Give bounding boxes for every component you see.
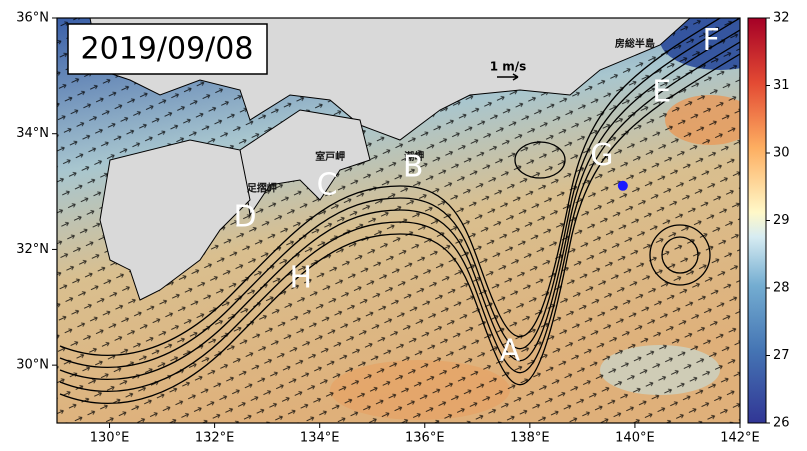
- plot-frame: [56, 17, 741, 424]
- observation-point: [617, 180, 628, 191]
- region-label: H: [289, 260, 312, 295]
- vector-scale-label: 1 m/s: [490, 60, 527, 74]
- colorbar-tick-label: 32: [773, 11, 790, 26]
- region-label: F: [702, 23, 719, 58]
- colorbar-tick-label: 31: [773, 78, 790, 93]
- x-tick-label: 130°E: [90, 431, 130, 446]
- colorbar-tick-label: 27: [773, 348, 790, 363]
- region-label: A: [500, 333, 521, 368]
- x-tick-label: 138°E: [510, 431, 550, 446]
- y-tick-label: 36°N: [16, 11, 49, 26]
- kuroshio-streamlines: [59, 18, 740, 405]
- date-title: 2019/09/08: [81, 32, 254, 67]
- region-label: C: [317, 167, 338, 202]
- colorbar: [747, 17, 767, 424]
- shikoku: [239, 109, 371, 217]
- y-tick-label: 32°N: [16, 242, 49, 257]
- place-name: 潮岬: [404, 150, 424, 163]
- place-name: 房総半島: [615, 37, 655, 50]
- x-tick-label: 142°E: [720, 431, 760, 446]
- kyushu: [99, 139, 251, 301]
- colorbar-tick-label: 28: [773, 281, 790, 296]
- y-tick-label: 30°N: [16, 358, 49, 373]
- y-tick-label: 34°N: [16, 126, 49, 141]
- x-tick-label: 136°E: [405, 431, 445, 446]
- x-tick-label: 134°E: [300, 431, 340, 446]
- region-label: E: [652, 75, 671, 110]
- eddy: [661, 236, 699, 274]
- place-name: 室戸岬: [315, 150, 345, 163]
- region-label: G: [590, 138, 613, 173]
- x-tick-label: 140°E: [615, 431, 655, 446]
- colorbar-tick-label: 29: [773, 213, 790, 228]
- colorbar-tick-label: 26: [773, 416, 790, 431]
- vector-scale-arrow: [497, 73, 519, 81]
- streamline: [59, 29, 740, 380]
- eddy: [649, 224, 711, 286]
- place-name: 足摺岬: [247, 182, 277, 195]
- colorbar-tick-label: 30: [773, 146, 790, 161]
- x-tick-label: 132°E: [195, 431, 235, 446]
- date-box: [67, 23, 268, 75]
- region-label: D: [234, 200, 257, 235]
- eddy: [514, 141, 566, 179]
- region-label: B: [403, 149, 424, 184]
